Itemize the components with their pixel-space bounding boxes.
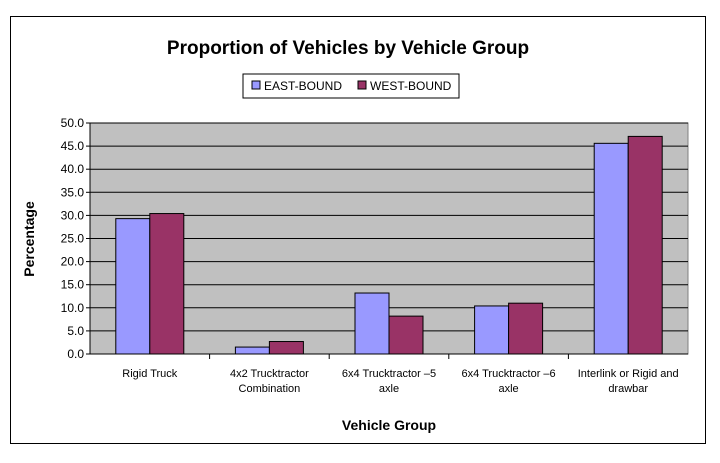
legend-box [242,73,460,99]
y-tick-label: 10.0 [61,301,85,315]
bar-west-bound [149,213,185,355]
bar-east-bound [474,305,510,355]
y-tick-label: 15.0 [61,278,85,292]
y-tick-label: 25.0 [61,232,85,246]
x-tick-label: 4x2 Trucktractor [230,368,309,380]
bar-west-bound [268,341,304,355]
y-tick-label: 0.0 [67,347,84,361]
x-tick-label: drawbar [608,383,648,395]
legend-label-west-bound: WEST-BOUND [370,79,452,93]
x-tick-label: 6x4 Trucktractor –5 [342,368,436,380]
y-axis-title: Percentage [21,201,37,277]
legend-swatch-west-bound [357,80,367,90]
legend: EAST-BOUND WEST-BOUND [242,73,460,99]
y-tick-label: 20.0 [61,255,85,269]
plot-area: 0.0 5.0 10.0 15.0 20.0 25.0 30.0 35.0 40.0 45.0 50… [61,116,689,395]
x-tick-label: Combination [239,383,301,395]
y-tick-label: 5.0 [67,324,84,338]
y-tick-label: 35.0 [61,185,85,199]
bar-east-bound [593,142,629,355]
bar-west-bound [627,135,663,355]
x-tick-label: Interlink or Rigid and [578,368,679,380]
bar-west-bound [508,302,544,355]
y-tick-label: 40.0 [61,162,85,176]
x-tick-label: axle [379,383,399,395]
chart-title: Proportion of Vehicles by Vehicle Group [167,38,529,59]
x-tick-label: Rigid Truck [122,368,178,380]
legend-label-east-bound: EAST-BOUND [264,79,342,93]
x-axis-title: Vehicle Group [342,417,436,433]
bar-east-bound [115,218,151,355]
bar-west-bound [388,315,424,355]
y-tick-label: 50.0 [61,116,85,130]
bar-east-bound [354,292,390,355]
bar-east-bound [234,346,270,355]
x-tick-label: axle [499,383,519,395]
y-tick-label: 30.0 [61,208,85,222]
y-tick-label: 45.0 [61,139,85,153]
legend-swatch-east-bound [251,80,261,90]
x-tick-label: 6x4 Trucktractor –6 [462,368,556,380]
